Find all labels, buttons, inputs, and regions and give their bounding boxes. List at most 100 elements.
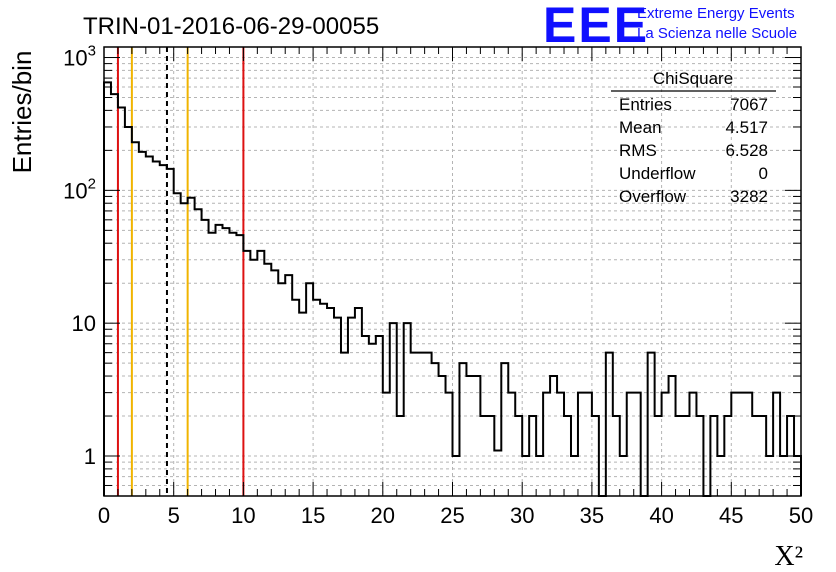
- histogram-bin: [662, 393, 669, 496]
- histogram-bin: [153, 161, 160, 496]
- histogram-bin: [243, 251, 250, 496]
- histogram-bin: [453, 456, 460, 496]
- histogram-bin: [759, 416, 766, 496]
- histogram-bin: [222, 228, 229, 496]
- histogram-bin: [209, 233, 216, 496]
- histogram-bin: [606, 353, 613, 496]
- histogram-bin: [745, 393, 752, 496]
- histogram-bin: [285, 275, 292, 496]
- stats-row-value: 6.528: [725, 141, 768, 160]
- x-tick-label: 10: [231, 503, 255, 528]
- histogram-bin: [446, 393, 453, 496]
- histogram-bin: [313, 300, 320, 496]
- histogram-bin: [613, 416, 620, 496]
- histogram-bin: [780, 456, 787, 496]
- histogram-bin: [550, 376, 557, 496]
- histogram-bin: [111, 94, 118, 496]
- x-tick-label: 40: [649, 503, 673, 528]
- histogram-bin: [216, 225, 223, 496]
- histogram-bin: [689, 393, 696, 496]
- histogram-bin: [676, 416, 683, 496]
- histogram-bin: [529, 416, 536, 496]
- histogram-bin: [557, 393, 564, 496]
- histogram-bin: [752, 416, 759, 496]
- stats-row-label: Mean: [619, 118, 662, 137]
- x-tick-label: 5: [168, 503, 180, 528]
- histogram-bin: [648, 353, 655, 496]
- histogram-bin: [348, 318, 355, 496]
- histogram-bin: [160, 165, 167, 496]
- histogram-bin: [773, 393, 780, 496]
- y-tick-label: 103: [63, 43, 96, 71]
- histogram-bin: [341, 353, 348, 496]
- histogram-bin: [522, 456, 529, 496]
- histogram-bin: [459, 363, 466, 496]
- stats-row-label: Entries: [619, 95, 672, 114]
- histogram-bin: [669, 376, 676, 496]
- histogram-bin: [418, 353, 425, 496]
- x-tick-label: 0: [98, 503, 110, 528]
- histogram-bin: [480, 416, 487, 496]
- histogram-bin: [655, 416, 662, 496]
- histogram-bin: [432, 363, 439, 496]
- histogram-series: [103, 81, 802, 497]
- histogram-bin: [264, 264, 271, 496]
- histogram-bin: [724, 416, 731, 496]
- histogram-bin: [487, 416, 494, 496]
- histogram-bin: [696, 416, 703, 496]
- y-tick-label: 10: [72, 311, 96, 336]
- stats-name: ChiSquare: [653, 69, 733, 88]
- x-tick-label: 20: [371, 503, 395, 528]
- histogram-bin: [578, 393, 585, 496]
- eee-logo-mark: EEE: [543, 0, 649, 53]
- histogram-bin: [383, 393, 390, 496]
- histogram-bin: [320, 304, 327, 496]
- histogram-bin: [738, 393, 745, 496]
- histogram-bin: [494, 451, 501, 496]
- histogram-bin: [634, 393, 641, 496]
- histogram-bin: [104, 82, 111, 496]
- x-tick-label: 30: [510, 503, 534, 528]
- histogram-bin: [306, 283, 313, 496]
- histogram-bin: [257, 251, 264, 496]
- histogram-bin: [174, 193, 181, 496]
- histogram-bin: [439, 376, 446, 496]
- histogram-bin: [515, 416, 522, 496]
- histogram-bin: [369, 344, 376, 496]
- histogram-bin: [327, 308, 334, 496]
- histogram-bin: [425, 353, 432, 496]
- histogram-bin: [271, 270, 278, 496]
- stats-row-label: RMS: [619, 141, 657, 160]
- histogram-bin: [627, 393, 634, 496]
- histogram-bin: [376, 336, 383, 496]
- histogram-bin: [132, 142, 139, 496]
- x-axis-label: X²: [774, 541, 803, 572]
- axes: 0 5 10 15 20 25 30 35 40 45 50 1 10 102 103: [63, 43, 813, 528]
- histogram-bin: [710, 416, 717, 496]
- histogram-bin: [181, 203, 188, 496]
- histogram-bin: [146, 156, 153, 496]
- histogram-bin: [501, 363, 508, 496]
- threshold-lines: [116, 47, 245, 496]
- histogram-outline: [103, 81, 802, 497]
- eee-logo: EEE Extreme Energy Events La Scienza nel…: [543, 0, 797, 53]
- x-tick-label: 35: [580, 503, 604, 528]
- histogram-bin: [717, 456, 724, 496]
- stats-row-label: Underflow: [619, 164, 696, 183]
- x-tick-label: 25: [440, 503, 464, 528]
- histogram-bin: [362, 336, 369, 496]
- histogram-bin: [195, 209, 202, 496]
- y-axis-label: Entries/bin: [7, 51, 37, 174]
- stats-row-value: 7067: [730, 95, 768, 114]
- histogram-bin: [404, 323, 411, 496]
- chart-title: TRIN-01-2016-06-29-00055: [83, 13, 379, 40]
- histogram-bin: [466, 376, 473, 496]
- histogram-bin: [292, 300, 299, 496]
- x-tick-label: 50: [789, 503, 813, 528]
- stats-row-label: Overflow: [619, 187, 687, 206]
- histogram-bin: [236, 235, 243, 496]
- stats-row-value: 3282: [730, 187, 768, 206]
- histogram-bin: [571, 456, 578, 496]
- histogram-bin: [397, 416, 404, 496]
